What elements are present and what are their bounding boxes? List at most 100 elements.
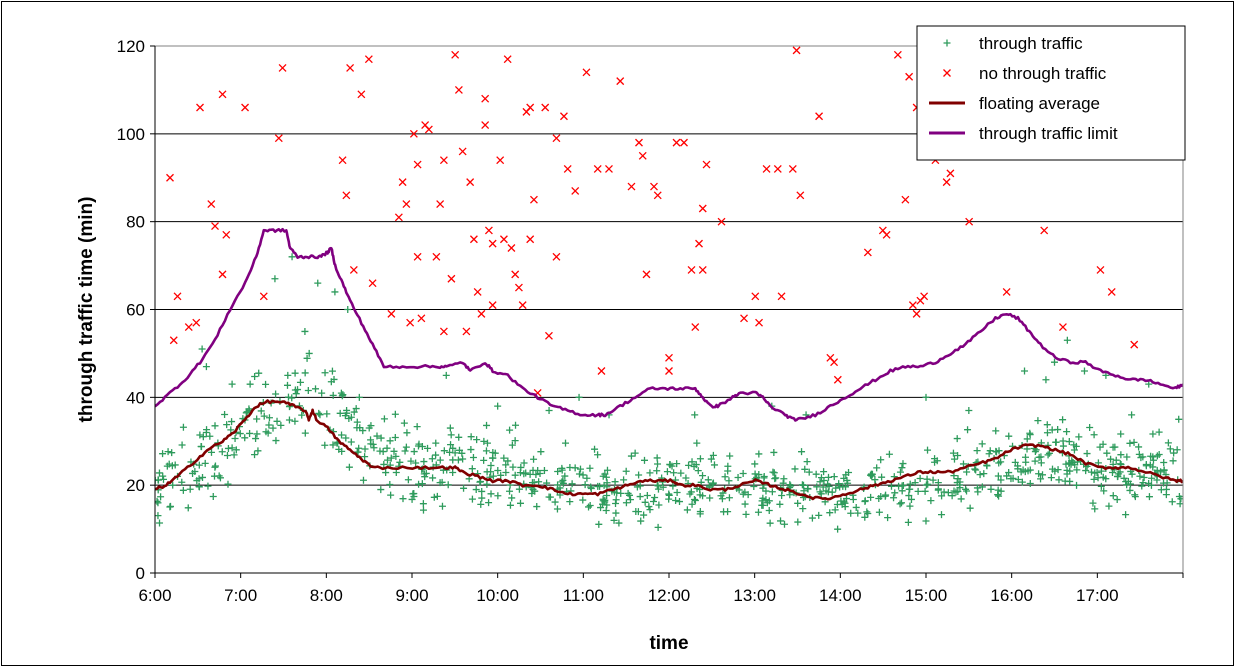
marker-plus	[211, 472, 219, 480]
marker-plus	[202, 363, 210, 371]
marker-plus	[696, 455, 704, 463]
marker-plus	[1160, 466, 1168, 474]
marker-plus	[726, 452, 734, 460]
marker-plus	[1087, 468, 1095, 476]
marker-x	[912, 309, 921, 318]
marker-plus	[1139, 453, 1147, 461]
marker-plus	[383, 456, 391, 464]
marker-plus	[816, 478, 824, 486]
marker-plus	[338, 431, 346, 439]
marker-plus	[419, 500, 427, 508]
marker-plus	[803, 458, 811, 466]
marker-plus	[842, 471, 850, 479]
marker-plus	[291, 417, 299, 425]
marker-x	[815, 112, 824, 121]
marker-x	[965, 217, 974, 226]
marker-plus	[685, 461, 693, 469]
marker-plus	[1094, 459, 1102, 467]
marker-plus	[959, 460, 967, 468]
marker-plus	[591, 445, 599, 453]
marker-plus	[1022, 458, 1030, 466]
marker-plus	[201, 459, 209, 467]
marker-plus	[986, 447, 994, 455]
marker-plus	[530, 455, 538, 463]
marker-plus	[1018, 478, 1026, 486]
marker-plus	[288, 253, 296, 261]
marker-plus	[383, 444, 391, 452]
marker-plus	[1105, 502, 1113, 510]
marker-plus	[571, 464, 579, 472]
marker-plus	[692, 461, 700, 469]
marker-x	[511, 270, 520, 279]
marker-plus	[709, 480, 717, 488]
marker-plus	[800, 481, 808, 489]
marker-plus	[659, 483, 667, 491]
marker-plus	[361, 453, 369, 461]
marker-plus	[924, 446, 932, 454]
marker-x	[526, 235, 535, 244]
marker-plus	[709, 451, 717, 459]
marker-plus	[1168, 498, 1176, 506]
marker-x	[552, 134, 561, 143]
marker-plus	[971, 465, 979, 473]
marker-plus	[407, 457, 415, 465]
marker-plus	[798, 448, 806, 456]
marker-plus	[223, 452, 231, 460]
marker-x	[627, 182, 636, 191]
marker-plus	[597, 504, 605, 512]
marker-x	[702, 160, 711, 169]
marker-plus	[1135, 450, 1143, 458]
marker-plus	[392, 468, 400, 476]
marker-plus	[813, 483, 821, 491]
marker-plus	[367, 436, 375, 444]
marker-plus	[1123, 453, 1131, 461]
marker-plus	[301, 327, 309, 335]
marker-plus	[579, 471, 587, 479]
marker-plus	[603, 491, 611, 499]
marker-plus	[600, 481, 608, 489]
marker-plus	[504, 457, 512, 465]
marker-plus	[545, 493, 553, 501]
series-through-traffic-limit	[155, 227, 1183, 422]
marker-plus	[1086, 423, 1094, 431]
marker-plus	[1009, 474, 1017, 482]
marker-plus	[291, 369, 299, 377]
marker-plus	[522, 469, 530, 477]
marker-plus	[554, 468, 562, 476]
marker-x	[563, 165, 572, 173]
marker-plus	[1043, 429, 1051, 437]
marker-plus	[665, 490, 673, 498]
marker-plus	[944, 489, 952, 497]
marker-plus	[369, 440, 377, 448]
marker-plus	[741, 500, 749, 508]
marker-plus	[391, 433, 399, 441]
marker-plus	[625, 491, 633, 499]
marker-plus	[688, 458, 696, 466]
marker-plus	[284, 393, 292, 401]
marker-plus	[760, 474, 768, 482]
marker-plus	[1160, 458, 1168, 466]
marker-x	[695, 239, 703, 248]
y-axis-title: through traffic time (min)	[76, 197, 97, 423]
marker-plus	[1126, 486, 1134, 494]
marker-plus	[997, 487, 1005, 495]
marker-plus	[868, 470, 876, 478]
marker-plus	[1116, 468, 1124, 476]
marker-plus	[691, 411, 699, 419]
marker-plus	[949, 449, 957, 457]
marker-plus	[672, 497, 680, 505]
marker-plus	[253, 415, 261, 423]
marker-x	[394, 213, 403, 222]
marker-plus	[721, 473, 729, 481]
marker-plus	[867, 493, 875, 501]
marker-plus	[812, 470, 820, 478]
marker-x	[796, 191, 805, 200]
marker-plus	[273, 417, 281, 425]
marker-plus	[476, 478, 484, 486]
marker-plus	[921, 487, 929, 495]
marker-plus	[907, 495, 915, 503]
marker-plus	[694, 467, 702, 475]
marker-x	[582, 68, 591, 77]
y-tick-label: 60	[126, 301, 145, 320]
marker-plus	[497, 471, 505, 479]
